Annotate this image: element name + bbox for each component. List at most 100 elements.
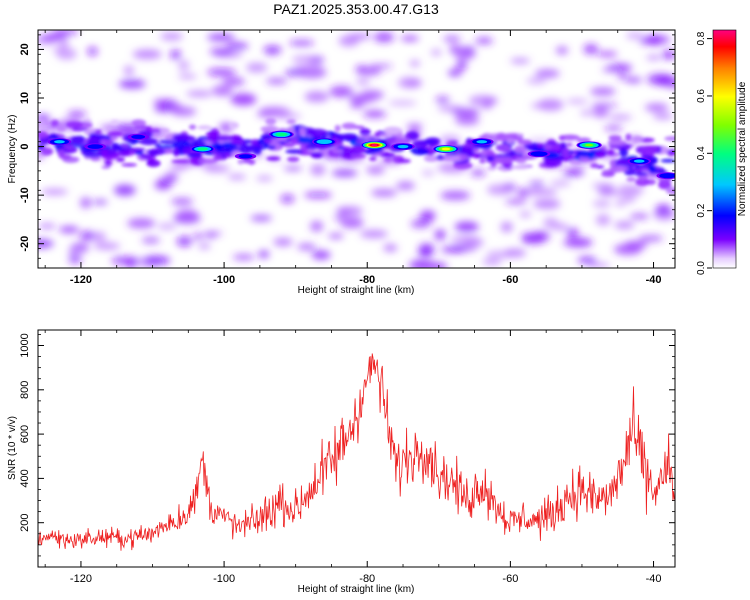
band-blob [360, 134, 377, 140]
band-blob [172, 147, 180, 157]
band-blob [479, 158, 486, 164]
y-tick-label: 800 [19, 381, 31, 399]
noise-blob [418, 247, 434, 258]
noise-blob [519, 211, 532, 218]
noise-blob [362, 110, 387, 118]
noise-blob [406, 123, 423, 130]
noise-blob [226, 42, 249, 50]
x-tick-label: -80 [359, 573, 375, 585]
noise-blob [186, 90, 213, 97]
y-tick-label: 400 [19, 469, 31, 487]
noise-blob [475, 36, 494, 45]
band-blob [665, 186, 675, 195]
snr-background [38, 330, 675, 567]
noise-blob [534, 69, 560, 78]
band-blob [619, 148, 629, 158]
band-blob [229, 140, 244, 145]
noise-blob [87, 46, 98, 56]
noise-blob [256, 175, 273, 181]
noise-blob [209, 48, 233, 55]
band-blob [595, 165, 605, 169]
noise-blob [311, 250, 331, 260]
x-tick-label: -120 [70, 274, 92, 286]
noise-blob [250, 215, 272, 221]
noise-blob [41, 188, 69, 195]
spectral-peak [234, 153, 257, 160]
band-blob [82, 152, 103, 158]
band-blob [517, 139, 532, 145]
band-blob [517, 133, 524, 137]
noise-blob [533, 198, 561, 209]
band-blob [40, 147, 53, 156]
band-blob [383, 126, 403, 135]
colorbar-tick-label: 0.4 [696, 146, 707, 160]
noise-blob [38, 239, 54, 249]
peak-contour [476, 140, 488, 144]
noise-blob [454, 115, 480, 126]
x-tick-label: -80 [359, 274, 375, 286]
band-blob [147, 148, 166, 156]
noise-blob [68, 255, 82, 264]
band-blob [205, 131, 221, 137]
spectral-peak [190, 145, 216, 153]
noise-blob [456, 59, 467, 71]
band-blob [561, 147, 570, 156]
band-blob [436, 154, 445, 160]
noise-blob [273, 237, 293, 247]
noise-blob [338, 35, 360, 47]
spectral-peak [391, 143, 415, 151]
noise-blob [530, 102, 551, 109]
noise-blob [355, 67, 382, 76]
noise-blob [359, 229, 388, 239]
noise-blob [526, 77, 547, 84]
band-blob [88, 133, 104, 138]
band-blob [569, 159, 582, 166]
noise-blob [586, 262, 610, 268]
noise-blob [368, 64, 393, 69]
snr-panel: -120 -100 -80 -60 -40 200 400 600 800 1000 Heigh… [7, 329, 676, 595]
noise-blob [613, 243, 642, 256]
noise-blob [93, 231, 106, 242]
noise-blob [170, 49, 181, 60]
band-blob [405, 131, 419, 141]
band-blob [506, 138, 515, 144]
band-blob [139, 137, 159, 146]
noise-blob [432, 261, 448, 268]
noise-blob [435, 96, 450, 104]
band-blob [265, 117, 277, 126]
noise-blob [304, 91, 329, 103]
noise-blob [111, 256, 140, 265]
spectrogram-x-label: Height of straight line (km) [298, 285, 415, 296]
noise-blob [622, 197, 636, 203]
noise-blob [408, 260, 437, 268]
band-blob [146, 159, 161, 168]
spectral-peak [361, 141, 388, 150]
noise-blob [280, 194, 295, 204]
band-blob [579, 154, 593, 158]
band-blob [411, 140, 428, 149]
noise-blob [406, 80, 422, 86]
figure-title: PAZ1.2025.353.00.47.G13 [273, 1, 439, 17]
noise-blob [80, 197, 92, 209]
noise-blob [304, 191, 333, 199]
noise-blob [561, 171, 576, 177]
band-blob [514, 145, 527, 154]
spectrogram-frame [37, 29, 676, 269]
noise-blob [263, 45, 282, 54]
band-blob [660, 158, 675, 163]
snr-series-line [38, 353, 675, 551]
noise-blob [608, 115, 632, 120]
noise-blob [510, 58, 530, 64]
noise-blob [171, 106, 197, 117]
spectral-peak [268, 130, 294, 139]
noise-blob [154, 180, 172, 190]
y-tick-label: -20 [19, 236, 31, 252]
noise-blob [646, 55, 662, 60]
noise-blob [160, 32, 183, 41]
band-blob [558, 135, 566, 141]
noise-blob [629, 213, 650, 220]
noise-blob [356, 79, 370, 85]
band-blob [154, 143, 162, 148]
noise-blob [127, 218, 156, 229]
noise-blob [667, 83, 675, 89]
